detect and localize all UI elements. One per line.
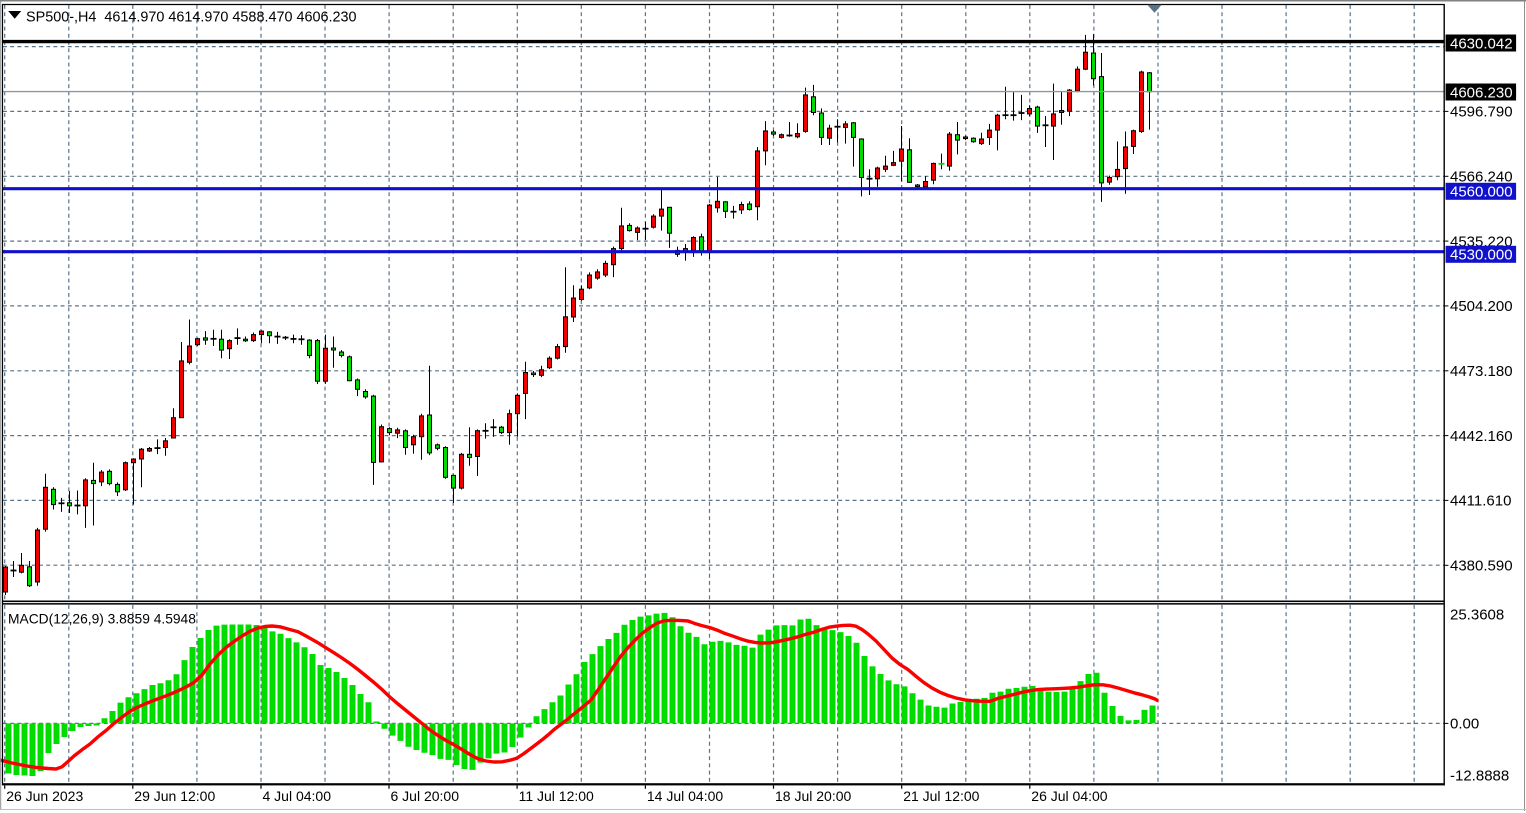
- svg-text:4380.590: 4380.590: [1450, 558, 1513, 575]
- svg-text:4596.790: 4596.790: [1450, 104, 1513, 121]
- svg-text:4473.180: 4473.180: [1450, 363, 1513, 380]
- svg-text:4566.240: 4566.240: [1450, 169, 1513, 186]
- svg-text:25.3608: 25.3608: [1450, 607, 1504, 624]
- svg-text:4411.610: 4411.610: [1450, 493, 1511, 510]
- svg-text:26 Jun 2023: 26 Jun 2023: [6, 788, 83, 804]
- svg-text:-12.8888: -12.8888: [1450, 768, 1509, 785]
- svg-text:4504.200: 4504.200: [1450, 298, 1513, 315]
- svg-text:14 Jul 04:00: 14 Jul 04:00: [647, 788, 723, 804]
- svg-text:4630.042: 4630.042: [1450, 35, 1513, 52]
- svg-text:MACD(12,26,9) 3.8859 4.5948: MACD(12,26,9) 3.8859 4.5948: [8, 611, 196, 626]
- svg-text:4560.000: 4560.000: [1450, 184, 1513, 201]
- svg-text:4530.000: 4530.000: [1450, 247, 1513, 264]
- svg-text:11 Jul 12:00: 11 Jul 12:00: [519, 788, 594, 804]
- svg-text:4442.160: 4442.160: [1450, 428, 1513, 445]
- svg-text:4606.230: 4606.230: [1450, 84, 1513, 101]
- svg-text:6 Jul 20:00: 6 Jul 20:00: [391, 788, 460, 804]
- svg-text:29 Jun 12:00: 29 Jun 12:00: [134, 788, 215, 804]
- svg-text:18 Jul 20:00: 18 Jul 20:00: [775, 788, 851, 804]
- svg-text:26 Jul 04:00: 26 Jul 04:00: [1031, 788, 1107, 804]
- svg-text:21 Jul 12:00: 21 Jul 12:00: [903, 788, 979, 804]
- svg-text:SP500-,H4 4614.970 4614.970 4: SP500-,H4 4614.970 4614.970 4588.470 460…: [26, 9, 356, 25]
- svg-text:0.00: 0.00: [1450, 716, 1479, 733]
- svg-text:4 Jul 04:00: 4 Jul 04:00: [263, 788, 332, 804]
